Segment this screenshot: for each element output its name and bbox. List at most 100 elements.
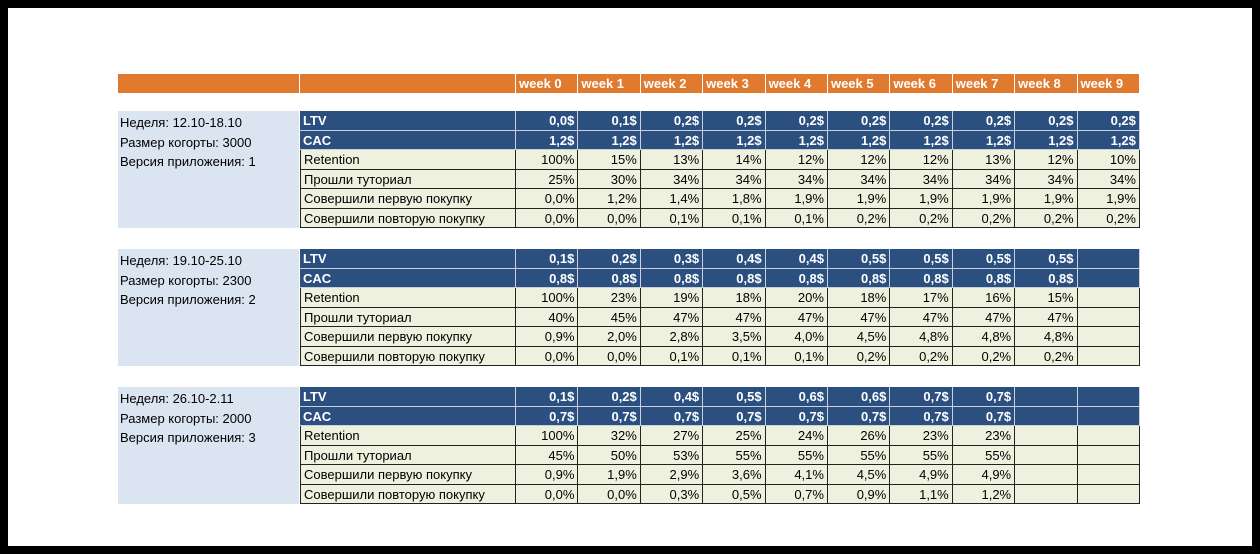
metric-value-cell: 0,4$ [640,387,704,407]
metric-value-cell: 30% [578,169,641,189]
metric-value-cell: 13% [640,150,704,170]
metric-value-cell: 34% [703,169,766,189]
metric-value-cell: 0,7$ [827,406,891,426]
metric-value-cell: 0,5$ [1015,249,1078,269]
metric-value-cell: 23% [952,426,1016,446]
metric-row: LTV 0,1$ 0,2$ 0,4$ 0,5$ 0,6$ 0,6$ 0,7$ 0,7$ [300,387,1140,407]
metric-value-cell: 55% [890,445,953,465]
metric-value-cell: 12% [765,150,828,170]
metric-row: CAC 0,8$ 0,8$ 0,8$ 0,8$ 0,8$ 0,8$ 0,8$ 0,8$ 0,8$ [300,268,1140,288]
header-blank-info [118,74,300,93]
metric-value-cell: 0,5$ [890,249,953,269]
metric-label: CAC [300,268,516,288]
metric-value-cell: 1,9% [578,465,641,485]
metric-value-cell: 34% [827,169,891,189]
metric-value-cell: 34% [1077,169,1140,189]
cohort-block: Неделя: 26.10-2.11 Размер когорты: 2000 Ве… [118,387,1140,504]
metric-value-cell: 0,0% [516,189,579,209]
metric-value-cell: 47% [827,307,891,327]
metric-value-cell: 0,7$ [952,387,1016,407]
metric-label: Совершили повторую покупку [300,484,516,504]
metric-value-cell: 4,8% [1015,327,1078,347]
metric-value-cell: 0,2% [1015,208,1078,228]
metric-label: Прошли туториал [300,307,516,327]
metric-value-cell [1077,406,1140,426]
metric-value-cell: 55% [703,445,766,465]
metric-value-cell: 0,2$ [578,249,641,269]
metric-value-cell: 0,4$ [765,249,828,269]
metric-value-cell: 0,1$ [516,387,579,407]
metric-value-cell: 1,2$ [827,130,891,150]
metric-value-cell: 12% [827,150,891,170]
metric-value-cell: 0,1% [703,208,766,228]
metric-value-cell: 0,7$ [890,387,953,407]
metric-value-cell [1015,484,1078,504]
metric-row: CAC 0,7$ 0,7$ 0,7$ 0,7$ 0,7$ 0,7$ 0,7$ 0,7$ [300,406,1140,426]
metric-row: CAC 1,2$ 1,2$ 1,2$ 1,2$ 1,2$ 1,2$ 1,2$ 1,2$ 1,2$ 1… [300,130,1140,150]
metric-value-cell: 0,7$ [765,406,828,426]
metric-value-cell: 17% [890,288,953,308]
metric-value-cell: 0,2$ [703,111,766,131]
week-header-cell: week 7 [952,74,1016,93]
metric-value-cell: 0,3$ [640,249,704,269]
metric-value-cell: 0,0% [516,346,579,366]
metric-value-cell: 4,1% [765,465,828,485]
metric-value-cell: 0,2$ [1077,111,1140,131]
metric-value-cell: 0,2$ [827,111,891,131]
metric-value-cell: 0,8$ [640,268,704,288]
metric-value-cell: 0,8$ [1015,268,1078,288]
week-header-cell: week 8 [1015,74,1078,93]
metric-value-cell: 13% [952,150,1016,170]
metric-value-cell: 53% [640,445,704,465]
metric-value-cell: 0,8$ [952,268,1016,288]
week-header-cell: week 3 [703,74,766,93]
metric-value-cell: 0,1$ [578,111,641,131]
header-blank-label [300,74,516,93]
cohort-blocks: Неделя: 12.10-18.10 Размер когорты: 3000 В… [118,111,1140,504]
metric-value-cell: 0,7$ [952,406,1016,426]
metric-row: Совершили первую покупку 0,9% 2,0% 2,8% 3,5%… [300,327,1140,347]
metric-value-cell: 0,8$ [890,268,953,288]
metric-value-cell: 1,2$ [890,130,953,150]
cohort-block: Неделя: 12.10-18.10 Размер когорты: 3000 В… [118,111,1140,228]
metric-value-cell: 25% [516,169,579,189]
metric-value-cell: 45% [516,445,579,465]
cohort-version-label: Версия приложения: 3 [120,430,256,445]
week-header-cell: week 6 [890,74,953,93]
cohort-info: Неделя: 19.10-25.10 Размер когорты: 2300 В… [118,249,300,366]
metric-value-cell: 0,2% [827,208,891,228]
metric-value-cell: 0,7$ [640,406,704,426]
metric-value-cell: 47% [765,307,828,327]
metric-value-cell [1077,268,1140,288]
metric-value-cell: 0,1% [640,208,704,228]
metric-value-cell: 47% [703,307,766,327]
cohort-week-label: Неделя: 19.10-25.10 [120,253,242,268]
metric-row: Retention 100% 15% 13% 14% 12% 12% 12% 13% 12% 10% [300,150,1140,170]
metric-row: LTV 0,1$ 0,2$ 0,3$ 0,4$ 0,4$ 0,5$ 0,5$ 0,5$ 0,5$ [300,249,1140,269]
metric-label: LTV [300,387,516,407]
metric-value-cell: 4,9% [952,465,1016,485]
metric-row: Прошли туториал 45% 50% 53% 55% 55% 55% 55% 55% [300,445,1140,465]
metric-value-cell: 50% [578,445,641,465]
metric-value-cell: 2,9% [640,465,704,485]
metric-value-cell: 34% [890,169,953,189]
canvas: week 0 week 1 week 2 week 3 week 4 week … [8,8,1252,546]
week-header-row: week 0 week 1 week 2 week 3 week 4 week … [118,74,1140,93]
metric-value-cell: 4,5% [827,327,891,347]
metric-value-cell: 1,2$ [640,130,704,150]
metric-label: Совершили первую покупку [300,189,516,209]
metric-value-cell: 23% [578,288,641,308]
metric-value-cell: 0,1% [765,346,828,366]
metric-value-cell: 0,7$ [578,406,641,426]
metric-row: Прошли туториал 25% 30% 34% 34% 34% 34% 34% 34% 3… [300,169,1140,189]
metric-value-cell: 0,8$ [578,268,641,288]
metric-value-cell: 18% [703,288,766,308]
metric-value-cell: 0,2% [890,346,953,366]
metric-label: Retention [300,150,516,170]
metric-row: LTV 0,0$ 0,1$ 0,2$ 0,2$ 0,2$ 0,2$ 0,2$ 0,2$ 0,2$ 0… [300,111,1140,131]
metric-value-cell [1077,327,1140,347]
metric-value-cell: 0,0% [516,208,579,228]
metric-label: Прошли туториал [300,169,516,189]
metric-value-cell: 0,1% [765,208,828,228]
metric-value-cell: 0,0% [516,484,579,504]
